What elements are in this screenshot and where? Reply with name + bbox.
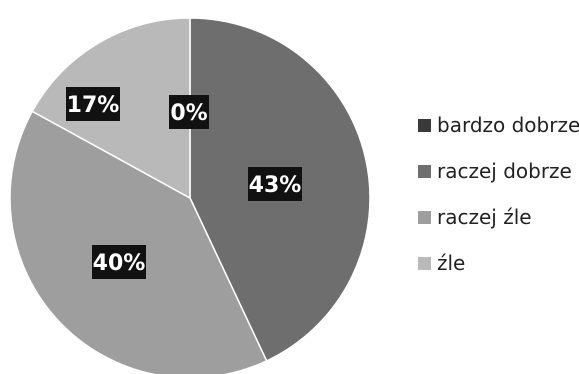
data-label-text: 40% — [93, 251, 146, 276]
data-label-zle: 17% — [66, 87, 120, 121]
legend-label: raczej dobrze — [437, 159, 572, 183]
data-label-raczej-zle: 40% — [92, 245, 146, 279]
data-label-box — [92, 245, 146, 279]
legend-item-raczej-zle: raczej źle — [418, 205, 532, 229]
legend-item-bardzo-dobrze: bardzo dobrze — [418, 113, 579, 137]
legend-swatch — [418, 257, 431, 270]
legend-item-zle: źle — [418, 251, 465, 275]
data-label-box — [66, 87, 120, 121]
data-label-bardzo-dobrze: 0% — [169, 95, 209, 129]
data-label-text: 0% — [170, 101, 207, 126]
legend-swatch — [418, 119, 431, 132]
legend-label: bardzo dobrze — [437, 113, 579, 137]
legend-label: raczej źle — [437, 205, 532, 229]
legend-swatch — [418, 211, 431, 224]
legend-item-raczej-dobrze: raczej dobrze — [418, 159, 572, 183]
pie-data-labels: 0% 43% 40% 17% — [66, 87, 302, 279]
data-label-box — [169, 95, 209, 129]
chart-legend: bardzo dobrze raczej dobrze raczej źle źle — [418, 113, 579, 275]
data-label-raczej-dobrze: 43% — [248, 167, 302, 201]
legend-label: źle — [437, 251, 465, 275]
data-label-box — [248, 167, 302, 201]
pie-slice-raczej-zle — [9, 110, 268, 374]
data-label-text: 43% — [249, 173, 302, 198]
pie-slices — [9, 17, 371, 374]
data-label-text: 17% — [67, 93, 120, 118]
legend-swatch — [418, 165, 431, 178]
